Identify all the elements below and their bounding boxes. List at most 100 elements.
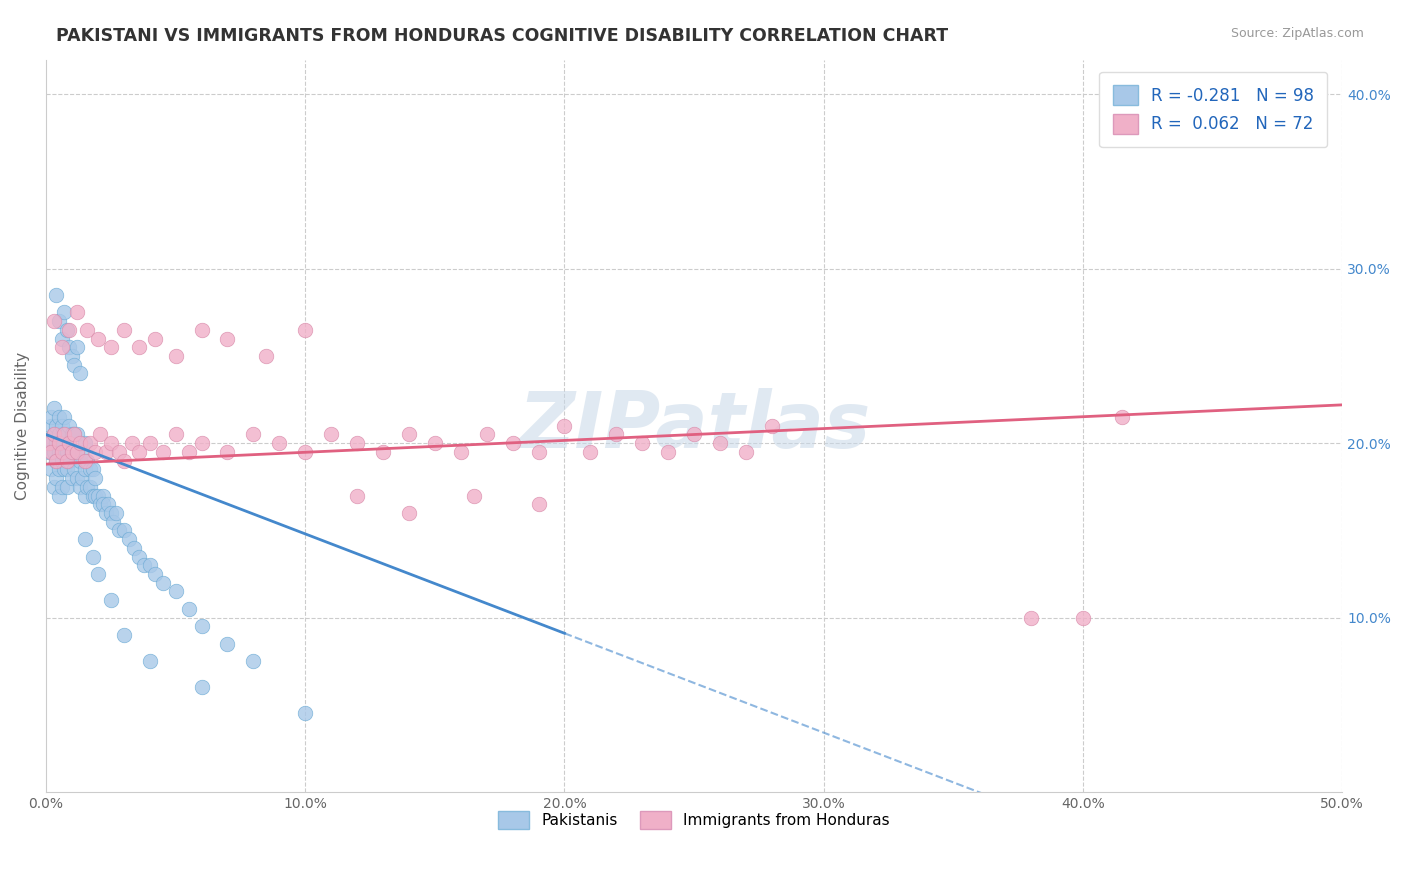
Point	[190, 681, 212, 695]
Point	[48, 462, 70, 476]
Point	[107, 524, 129, 538]
Point	[104, 506, 127, 520]
Point	[89, 427, 111, 442]
Point	[112, 628, 135, 642]
Point	[100, 506, 122, 520]
Point	[553, 418, 575, 433]
Point	[55, 445, 77, 459]
Point	[48, 427, 70, 442]
Point	[657, 445, 679, 459]
Point	[42, 314, 65, 328]
Point	[58, 418, 80, 433]
Point	[63, 427, 86, 442]
Point	[58, 453, 80, 467]
Point	[39, 462, 62, 476]
Point	[51, 332, 73, 346]
Point	[48, 314, 70, 328]
Point	[463, 489, 485, 503]
Point	[51, 340, 73, 354]
Point	[38, 436, 60, 450]
Point	[84, 489, 107, 503]
Point	[217, 332, 239, 346]
Point	[87, 489, 110, 503]
Point	[82, 549, 104, 564]
Point	[84, 471, 107, 485]
Point	[527, 497, 550, 511]
Point	[42, 427, 65, 442]
Point	[82, 462, 104, 476]
Point	[51, 445, 73, 459]
Point	[48, 489, 70, 503]
Point	[69, 436, 91, 450]
Text: ZIPatlas: ZIPatlas	[517, 388, 870, 464]
Point	[118, 532, 141, 546]
Point	[152, 445, 174, 459]
Point	[165, 349, 187, 363]
Point	[94, 506, 117, 520]
Point	[79, 480, 101, 494]
Point	[398, 506, 420, 520]
Point	[53, 445, 76, 459]
Point	[128, 340, 150, 354]
Point	[1111, 410, 1133, 425]
Point	[48, 410, 70, 425]
Point	[76, 480, 98, 494]
Point	[100, 436, 122, 450]
Point	[73, 489, 96, 503]
Point	[294, 323, 316, 337]
Point	[87, 332, 110, 346]
Point	[122, 541, 145, 555]
Point	[294, 445, 316, 459]
Point	[94, 445, 117, 459]
Point	[217, 637, 239, 651]
Point	[60, 445, 83, 459]
Point	[66, 445, 89, 459]
Point	[450, 445, 472, 459]
Point	[45, 453, 67, 467]
Legend: Pakistanis, Immigrants from Honduras: Pakistanis, Immigrants from Honduras	[492, 805, 896, 836]
Point	[134, 558, 156, 573]
Point	[69, 480, 91, 494]
Point	[103, 515, 125, 529]
Point	[143, 566, 166, 581]
Point	[66, 305, 89, 319]
Point	[45, 418, 67, 433]
Point	[38, 436, 60, 450]
Point	[48, 445, 70, 459]
Point	[55, 480, 77, 494]
Point	[527, 445, 550, 459]
Point	[87, 566, 110, 581]
Point	[63, 358, 86, 372]
Point	[97, 497, 120, 511]
Point	[683, 427, 706, 442]
Point	[42, 427, 65, 442]
Point	[38, 445, 60, 459]
Point	[107, 445, 129, 459]
Point	[371, 445, 394, 459]
Point	[73, 453, 96, 467]
Point	[165, 584, 187, 599]
Point	[100, 593, 122, 607]
Point	[269, 436, 291, 450]
Point	[53, 462, 76, 476]
Point	[60, 349, 83, 363]
Text: PAKISTANI VS IMMIGRANTS FROM HONDURAS COGNITIVE DISABILITY CORRELATION CHART: PAKISTANI VS IMMIGRANTS FROM HONDURAS CO…	[56, 27, 949, 45]
Point	[143, 332, 166, 346]
Point	[128, 549, 150, 564]
Point	[66, 340, 89, 354]
Point	[423, 436, 446, 450]
Point	[45, 471, 67, 485]
Point	[53, 410, 76, 425]
Point	[82, 489, 104, 503]
Point	[76, 453, 98, 467]
Point	[321, 427, 343, 442]
Point	[294, 706, 316, 721]
Point	[73, 436, 96, 450]
Y-axis label: Cognitive Disability: Cognitive Disability	[15, 351, 30, 500]
Point	[190, 436, 212, 450]
Point	[84, 445, 107, 459]
Point	[89, 497, 111, 511]
Point	[138, 436, 160, 450]
Point	[79, 436, 101, 450]
Point	[79, 462, 101, 476]
